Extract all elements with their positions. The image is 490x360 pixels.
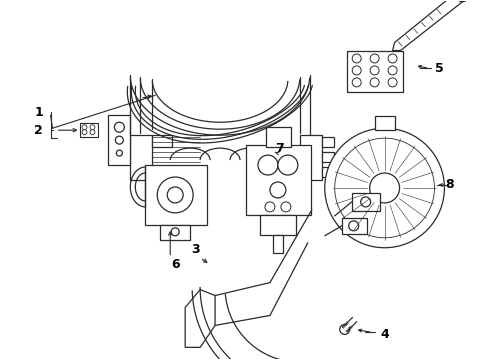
- Circle shape: [265, 202, 275, 212]
- Circle shape: [370, 78, 379, 87]
- Text: 4: 4: [380, 328, 389, 341]
- Bar: [342, 218, 367, 234]
- Polygon shape: [185, 289, 215, 347]
- Text: 1: 1: [34, 106, 43, 119]
- Circle shape: [281, 202, 291, 212]
- Circle shape: [455, 0, 469, 2]
- Text: 5: 5: [435, 62, 444, 75]
- Text: 3: 3: [191, 243, 199, 256]
- Bar: [322, 167, 334, 177]
- Circle shape: [171, 228, 179, 236]
- Text: 7: 7: [275, 141, 284, 155]
- Bar: [300, 135, 322, 180]
- Bar: [347, 50, 403, 92]
- Bar: [145, 165, 207, 225]
- Bar: [352, 193, 380, 211]
- Bar: [108, 115, 130, 165]
- Circle shape: [90, 125, 95, 130]
- Text: 2: 2: [34, 124, 43, 137]
- Circle shape: [82, 130, 87, 135]
- Bar: [246, 145, 311, 215]
- Circle shape: [258, 155, 278, 175]
- Bar: [322, 152, 334, 162]
- Circle shape: [370, 66, 379, 75]
- Circle shape: [115, 136, 123, 144]
- Bar: [80, 123, 98, 137]
- Circle shape: [340, 324, 350, 334]
- Circle shape: [157, 177, 193, 213]
- Circle shape: [388, 78, 397, 87]
- Bar: [260, 215, 296, 235]
- Circle shape: [367, 170, 403, 206]
- Circle shape: [114, 122, 124, 132]
- Circle shape: [90, 130, 95, 135]
- Circle shape: [388, 66, 397, 75]
- Circle shape: [388, 54, 397, 63]
- Circle shape: [361, 197, 370, 207]
- Circle shape: [325, 128, 444, 248]
- Bar: [322, 137, 334, 147]
- Circle shape: [167, 187, 183, 203]
- Bar: [160, 225, 190, 240]
- Circle shape: [352, 78, 361, 87]
- Circle shape: [343, 146, 426, 230]
- Bar: [266, 127, 291, 147]
- Circle shape: [369, 173, 399, 203]
- Text: 8: 8: [445, 179, 454, 192]
- Circle shape: [335, 138, 435, 238]
- Text: 6: 6: [171, 258, 179, 271]
- Circle shape: [370, 54, 379, 63]
- Bar: [130, 135, 152, 180]
- Polygon shape: [392, 0, 466, 50]
- Circle shape: [359, 162, 411, 214]
- Circle shape: [352, 54, 361, 63]
- Bar: [152, 135, 172, 147]
- Circle shape: [375, 178, 394, 198]
- Bar: [273, 235, 283, 253]
- Circle shape: [278, 155, 298, 175]
- Circle shape: [270, 182, 286, 198]
- Circle shape: [351, 154, 418, 222]
- Circle shape: [82, 125, 87, 130]
- Bar: [152, 167, 172, 180]
- Circle shape: [116, 150, 122, 156]
- Circle shape: [349, 221, 359, 231]
- Circle shape: [352, 66, 361, 75]
- Bar: [375, 116, 394, 130]
